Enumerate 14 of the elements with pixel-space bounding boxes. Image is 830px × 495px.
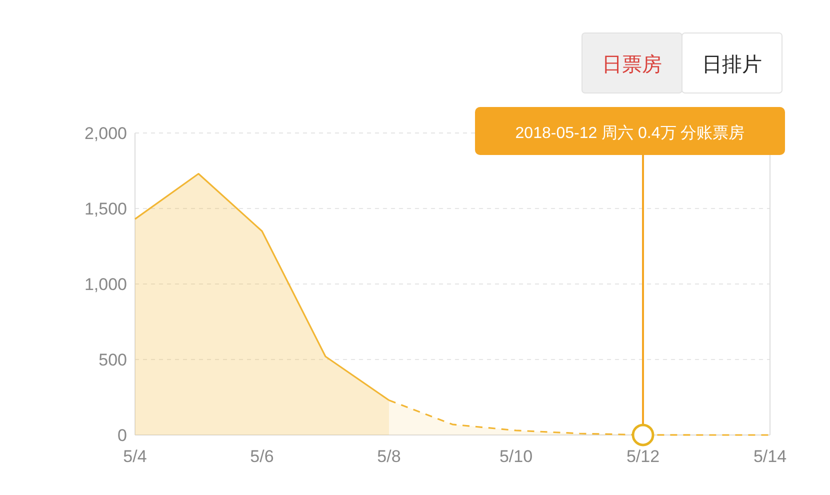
text: 日排片 (702, 54, 762, 76)
x-tick-label: 5/8 (377, 447, 401, 466)
y-tick-label: 1,500 (84, 200, 127, 218)
y-tick-label: 1,000 (84, 275, 127, 294)
y-tick-label: 500 (98, 350, 127, 370)
x-tick-label: 5/10 (499, 447, 533, 466)
x-tick-label: 5/14 (753, 447, 787, 466)
x-tick-label: 5/12 (626, 447, 660, 466)
x-tick-label: 5/6 (250, 447, 274, 466)
y-tick-label: 2,000 (84, 124, 127, 143)
x-tick-label: 5/4 (123, 447, 147, 466)
ref-line-label: 2018-05-12 周六 0.4万 分账票房 (515, 124, 745, 142)
y-tick-label: 0 (118, 426, 127, 445)
text: 日票房 (602, 54, 662, 76)
